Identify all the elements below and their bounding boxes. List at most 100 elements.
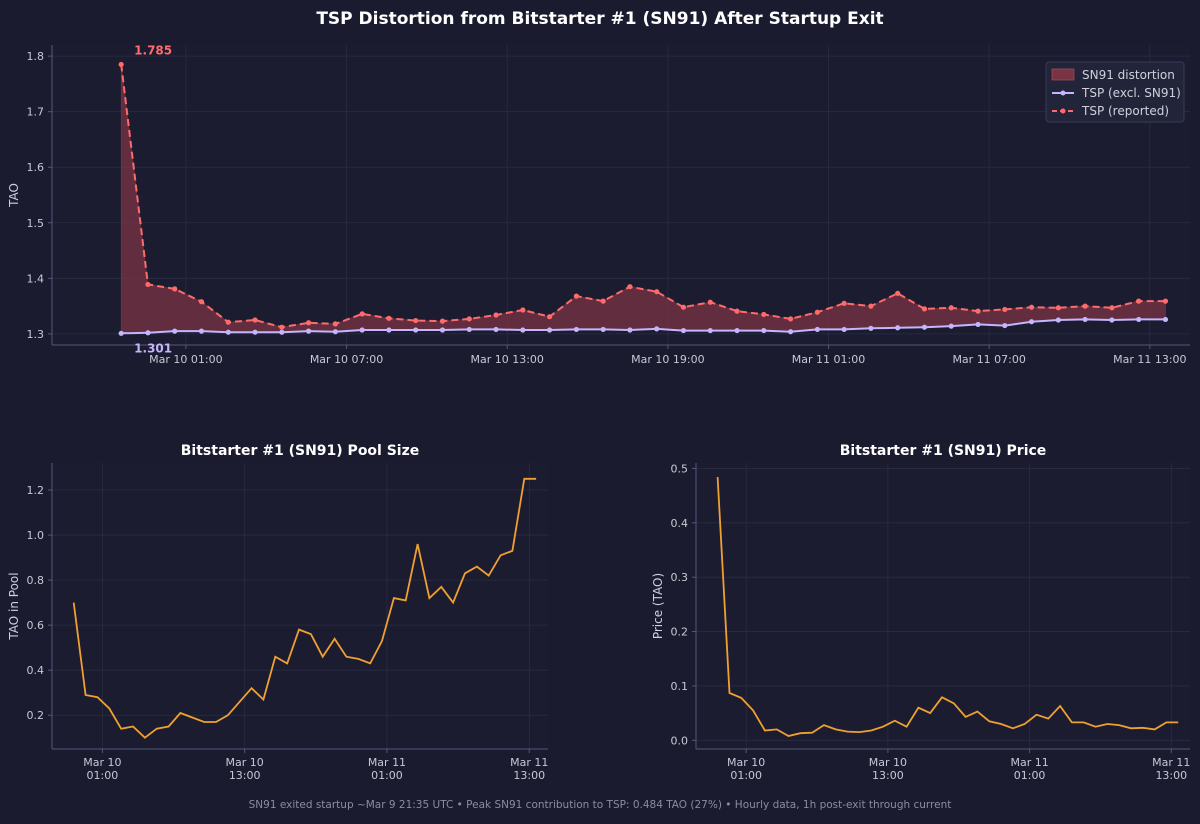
tsp-reported-point	[306, 320, 312, 326]
tsp-excl-line	[121, 318, 1166, 335]
tsp-reported-point	[145, 281, 151, 288]
tsp-excl-point	[895, 325, 901, 331]
tsp-y-ticks: 1.3 1.4 1.5 1.6 1.7 1.8	[27, 50, 52, 341]
tsp-excl-point	[306, 328, 312, 334]
price-xtick-label: 13:00	[872, 769, 904, 782]
tsp-ytick-label: 1.6	[27, 161, 45, 174]
tsp-ytick-label: 1.8	[27, 50, 45, 63]
legend-marker-reported	[1060, 108, 1066, 114]
price-xtick-label: 01:00	[1014, 769, 1046, 782]
price-ytick-label: 0.2	[671, 626, 689, 639]
legend-box	[1045, 61, 1185, 123]
price-xtick-label: 13:00	[1155, 769, 1187, 782]
tsp-excl-point	[1028, 319, 1035, 325]
tsp-ytick-label: 1.5	[27, 217, 45, 230]
tsp-reported-point	[707, 299, 713, 305]
tsp-reported-point	[439, 318, 446, 324]
pool-xtick-label: Mar 11	[368, 756, 406, 769]
tsp-reported-point	[466, 316, 472, 322]
price-chart: Bitstarter #1 (SN91) Price 0.00.10.20.30…	[651, 443, 1190, 782]
pool-ytick-label: 1.0	[27, 529, 45, 542]
tsp-excl-point	[654, 326, 660, 332]
peak-annotation: 1.785	[134, 43, 172, 57]
tsp-reported-points	[118, 61, 1169, 330]
tsp-excl-point	[868, 325, 874, 331]
tsp-reported-point	[680, 304, 687, 310]
tsp-excl-point	[948, 323, 954, 329]
tsp-xtick-label: Mar 11 07:00	[952, 353, 1025, 366]
tsp-reported-point	[546, 314, 553, 320]
tsp-excl-point	[198, 328, 205, 334]
tsp-excl-point	[493, 326, 499, 333]
tsp-reported-point	[118, 61, 124, 68]
tsp-reported-point	[761, 311, 767, 318]
tsp-excl-point	[413, 327, 419, 333]
figure-title: TSP Distortion from Bitstarter #1 (SN91)…	[316, 9, 883, 29]
pool-size-line	[72, 477, 537, 739]
tsp-excl-point	[546, 327, 553, 333]
tsp-excl-point	[734, 327, 740, 334]
tsp-reported-point	[895, 290, 901, 296]
tsp-excl-point	[627, 327, 633, 333]
tsp-reported-point	[841, 300, 847, 306]
price-y-ticks: 0.0 0.1 0.2 0.3 0.4 0.5	[671, 462, 696, 747]
tsp-excl-point	[520, 327, 526, 333]
tsp-reported-point	[1028, 304, 1035, 310]
tsp-excl-point	[279, 329, 285, 335]
legend-label-distortion: SN91 distortion	[1082, 68, 1175, 82]
tsp-reported-point	[225, 319, 231, 325]
tsp-excl-point	[386, 327, 392, 333]
tsp-reported-point	[386, 315, 392, 321]
pool-gridlines	[52, 463, 548, 749]
tsp-reported-point	[1136, 298, 1142, 304]
tsp-excl-point	[600, 326, 606, 333]
tsp-reported-point	[198, 299, 205, 305]
tsp-reported-point	[172, 286, 178, 292]
tsp-xtick-label: Mar 10 01:00	[149, 353, 222, 366]
tsp-chart: 1.3 1.4 1.5 1.6 1.7 1.8 Mar 10 01:00 Mar 10 07…	[7, 43, 1190, 366]
tsp-gridlines	[52, 45, 1190, 345]
tsp-excl-point	[814, 326, 820, 333]
tsp-excl-point	[841, 326, 847, 333]
pool-plot-area	[52, 463, 548, 749]
tsp-excl-point	[439, 327, 446, 333]
tsp-reported-point	[627, 284, 633, 290]
tsp-ytick-label: 1.7	[27, 106, 45, 119]
tsp-y-axis-label: TAO	[7, 183, 21, 208]
tsp-reported-point	[787, 316, 794, 322]
pool-ytick-label: 0.4	[27, 664, 45, 677]
tsp-xtick-label: Mar 11 13:00	[1113, 353, 1186, 366]
tsp-reported-point	[279, 324, 285, 330]
tsp-excl-points	[118, 316, 1169, 336]
tsp-reported-point	[252, 317, 258, 323]
tsp-reported-point	[814, 309, 820, 315]
pool-size-title: Bitstarter #1 (SN91) Pool Size	[181, 443, 420, 459]
tsp-ytick-label: 1.3	[27, 328, 45, 341]
price-xtick-label: 01:00	[730, 769, 762, 782]
tsp-excl-point	[145, 330, 151, 336]
tsp-xtick-label: Mar 10 13:00	[470, 353, 543, 366]
price-xtick-label: Mar 10	[727, 756, 765, 769]
tsp-reported-point	[1082, 303, 1088, 309]
pool-xtick-label: 13:00	[513, 769, 545, 782]
pool-size-chart: Bitstarter #1 (SN91) Pool Size 0.2 0.4 0.6…	[7, 443, 548, 782]
tsp-reported-point	[413, 317, 419, 324]
pool-xtick-label: 01:00	[87, 769, 119, 782]
pool-xtick-label: Mar 10	[83, 756, 121, 769]
pool-xtick-label: Mar 11	[510, 756, 548, 769]
legend: SN91 distortion TSP (excl. SN91) TSP (re…	[1045, 61, 1185, 123]
tsp-excl-point	[1136, 316, 1142, 323]
tsp-reported-point	[975, 308, 981, 314]
tsp-excl-point	[225, 329, 231, 335]
tsp-excl-point	[761, 327, 767, 334]
tsp-xtick-label: Mar 11 01:00	[792, 353, 865, 366]
tsp-reported-point	[1002, 306, 1008, 313]
tsp-reported-point	[1162, 298, 1169, 304]
tsp-reported-line	[120, 64, 1166, 329]
price-xtick-label: Mar 10	[869, 756, 907, 769]
price-plot-area	[696, 463, 1190, 749]
base-annotation: 1.301	[134, 341, 172, 355]
tsp-xtick-label: Mar 10 07:00	[310, 353, 383, 366]
